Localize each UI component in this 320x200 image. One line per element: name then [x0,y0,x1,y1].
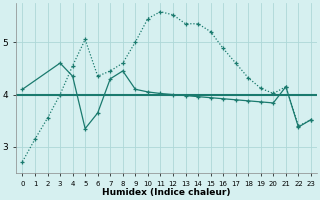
X-axis label: Humidex (Indice chaleur): Humidex (Indice chaleur) [102,188,231,197]
